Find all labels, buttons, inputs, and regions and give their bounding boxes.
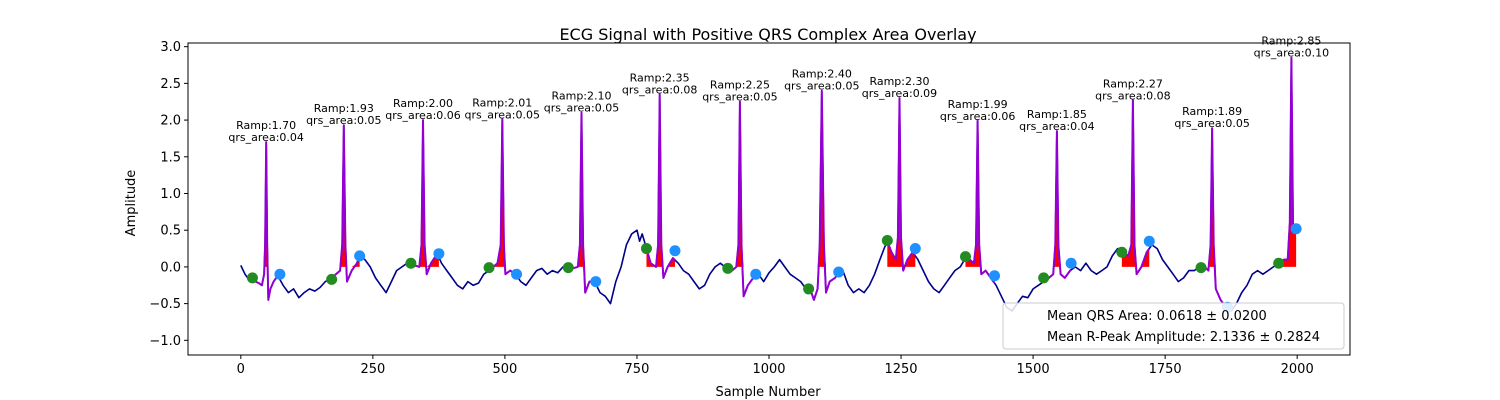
r-amp-label-9: Ramp:2.30 <box>869 75 929 88</box>
x-axis-label: Sample Number <box>715 385 821 400</box>
s-point-marker-6 <box>669 245 681 257</box>
q-point-marker-10 <box>959 251 971 263</box>
q-point-marker-11 <box>1038 272 1050 284</box>
s-point-marker-5 <box>590 276 602 288</box>
legend: Mean QRS Area: 0.0618 ± 0.0200 Mean R-Pe… <box>1002 302 1345 350</box>
qrs-area-label-10: qrs_area:0.06 <box>940 110 1015 123</box>
q-point-marker-12 <box>1116 246 1128 258</box>
qrs-segment-8 <box>808 89 840 301</box>
s-point-marker-2 <box>354 250 366 262</box>
r-amp-label-3: Ramp:2.00 <box>393 97 453 110</box>
qrs-area-label-13: qrs_area:0.05 <box>1174 117 1249 130</box>
r-amp-label-13: Ramp:1.89 <box>1182 105 1242 118</box>
qrs-segment-3 <box>410 119 440 276</box>
qrs-area-label-6: qrs_area:0.08 <box>622 83 697 96</box>
x-tick-label-1750: 1750 <box>1149 362 1182 377</box>
qrs-segment-2 <box>331 124 361 283</box>
x-tick-label-750: 750 <box>625 362 650 377</box>
q-point-marker-14 <box>1273 257 1285 269</box>
qrs-area-label-8: qrs_area:0.05 <box>784 80 859 93</box>
y-tick-label-8: 3.0 <box>160 40 181 55</box>
s-point-marker-7 <box>750 268 762 280</box>
q-point-marker-4 <box>483 262 495 274</box>
r-amp-label-7: Ramp:2.25 <box>710 79 770 92</box>
plot-area <box>240 56 1302 313</box>
q-point-marker-5 <box>562 262 574 274</box>
q-point-marker-7 <box>722 262 734 274</box>
qrs-area-label-14: qrs_area:0.10 <box>1254 47 1329 60</box>
r-amp-label-1: Ramp:1.70 <box>236 119 296 132</box>
y-tick-label-6: 2.0 <box>160 114 181 129</box>
axes: 0 250 500 750 1000 1250 1500 1750 2000 −1.0 −0.5 0.… <box>149 40 1351 377</box>
y-tick-label-3: 0.5 <box>160 224 181 239</box>
q-point-marker-8 <box>803 283 815 295</box>
legend-entry-qrs-area: Mean QRS Area: 0.0618 ± 0.0200 <box>1047 309 1267 324</box>
y-tick-label-7: 2.5 <box>160 77 181 92</box>
legend-entry-r-peak-amplitude: Mean R-Peak Amplitude: 2.1336 ± 0.2824 <box>1047 330 1320 345</box>
x-tick-label-1000: 1000 <box>752 362 785 377</box>
x-tick-label-1500: 1500 <box>1017 362 1050 377</box>
qrs-area-label-1: qrs_area:0.04 <box>228 131 303 144</box>
qrs-segment-6 <box>645 93 676 279</box>
q-point-marker-2 <box>326 273 338 285</box>
x-tick-label-500: 500 <box>492 362 517 377</box>
q-point-marker-9 <box>881 234 893 246</box>
r-amp-label-2: Ramp:1.93 <box>314 102 374 115</box>
r-amp-label-6: Ramp:2.35 <box>630 71 690 84</box>
qrs-area-label-5: qrs_area:0.05 <box>544 102 619 115</box>
qrs-segment-13 <box>1201 127 1229 310</box>
qrs-segment-10 <box>965 119 996 284</box>
s-point-marker-1 <box>274 268 286 280</box>
q-point-marker-3 <box>405 257 417 269</box>
y-tick-label-5: 1.5 <box>160 150 181 165</box>
x-tick-label-2000: 2000 <box>1281 362 1314 377</box>
qrs-area-label-12: qrs_area:0.08 <box>1095 89 1170 102</box>
qrs-area-label-2: qrs_area:0.05 <box>306 114 381 127</box>
qrs-area-label-7: qrs_area:0.05 <box>702 91 777 104</box>
s-point-marker-3 <box>433 248 445 260</box>
y-tick-label-0: −1.0 <box>149 334 181 349</box>
s-point-marker-8 <box>833 266 845 278</box>
qrs-area-label-11: qrs_area:0.04 <box>1019 120 1094 133</box>
s-point-marker-12 <box>1143 235 1155 247</box>
qrs-area-label-4: qrs_area:0.05 <box>465 108 540 121</box>
s-point-marker-4 <box>511 268 523 280</box>
x-tick-label-0: 0 <box>237 362 245 377</box>
qrs-segment-12 <box>1121 99 1151 276</box>
s-point-marker-14 <box>1290 223 1302 235</box>
r-amp-label-5: Ramp:2.10 <box>551 90 611 103</box>
qrs-area-label-3: qrs_area:0.06 <box>385 109 460 122</box>
q-point-marker-13 <box>1195 262 1207 274</box>
r-amp-label-12: Ramp:2.27 <box>1103 77 1163 90</box>
q-point-marker-6 <box>640 243 652 255</box>
legend-box <box>1002 302 1345 350</box>
x-tick-label-1250: 1250 <box>884 362 917 377</box>
s-point-marker-11 <box>1065 257 1077 269</box>
r-amp-label-4: Ramp:2.01 <box>472 96 532 109</box>
y-tick-label-4: 1.0 <box>160 187 181 202</box>
qrs-segment-11 <box>1043 130 1072 283</box>
q-point-marker-1 <box>246 272 258 284</box>
qrs-area-label-9: qrs_area:0.09 <box>862 87 937 100</box>
y-tick-label-2: 0.0 <box>160 260 181 275</box>
y-tick-label-1: −0.5 <box>149 297 181 312</box>
s-point-marker-10 <box>989 270 1001 282</box>
annotations: Ramp:1.70qrs_area:0.04Ramp:1.93qrs_area:… <box>228 35 1329 144</box>
x-tick-label-250: 250 <box>360 362 385 377</box>
y-axis-label: Amplitude <box>124 170 139 237</box>
r-amp-label-11: Ramp:1.85 <box>1027 108 1087 121</box>
qrs-segment-7 <box>727 100 757 298</box>
qrs-segment-1 <box>251 141 281 301</box>
r-amp-label-8: Ramp:2.40 <box>792 68 852 81</box>
qrs-segment-9 <box>886 97 917 272</box>
r-amp-label-10: Ramp:1.99 <box>948 98 1008 111</box>
chart-title: ECG Signal with Positive QRS Complex Are… <box>559 25 976 44</box>
s-point-marker-9 <box>909 243 921 255</box>
r-amp-label-14: Ramp:2.85 <box>1261 35 1321 48</box>
qrs-area-fill-14 <box>1278 57 1297 267</box>
